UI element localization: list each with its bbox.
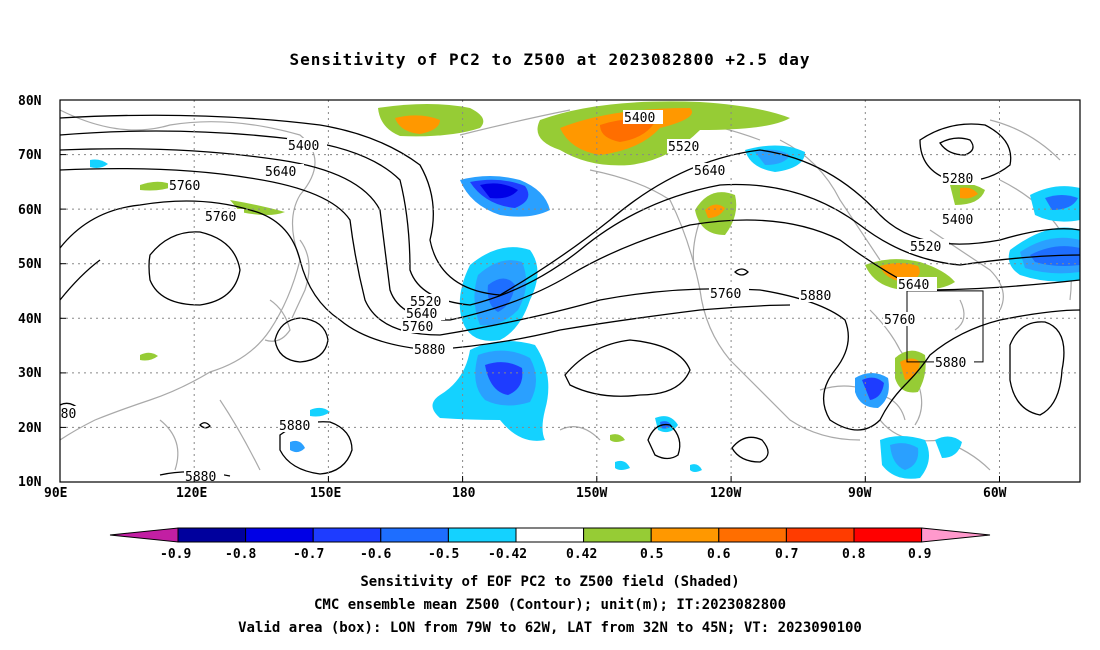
contour-label: 5880 [935,356,966,371]
caption-valid-area: Valid area (box): LON from 79W to 62W, L… [238,620,862,636]
colorbar-bin [583,527,652,543]
longitude-labels: 90E 120E 150E 180 150W 120W 90W 60W [44,486,1007,501]
map-title: Sensitivity of PC2 to Z500 at 2023082800… [289,50,811,69]
contour-label: 5760 [205,210,236,225]
lat-label: 40N [18,312,42,327]
colorbar-bin [785,527,855,543]
colorbar-label: -0.9 [160,547,191,562]
lat-label: 10N [18,475,42,490]
colorbar-bin [718,527,787,543]
contour-label: 5760 [710,287,741,302]
lon-label: 60W [983,486,1007,501]
colorbar-bin [515,527,585,543]
contour-label: 5520 [910,240,941,255]
colorbar-label: 0.9 [908,547,931,562]
colorbar-label: 0.5 [640,547,663,562]
colorbar-max-arrow [921,527,991,543]
contour-label: 5880 [414,343,445,358]
sensitivity-shading [90,101,1080,479]
contour-label: 5760 [884,313,915,328]
lon-label: 90W [848,486,872,501]
colorbar-bin [447,527,517,543]
colorbar-bin [177,527,247,543]
colorbar-label: -0.5 [428,547,459,562]
colorbar-label: 0.6 [707,547,731,562]
colorbar-bin [380,527,449,543]
contour-label: 5640 [265,165,296,180]
colorbar-labels: -0.9 -0.8 -0.7 -0.6 -0.5 -0.42 0.42 0.5 … [160,547,931,562]
lon-label: 90E [44,486,67,501]
lon-label: 180 [452,486,476,501]
contour-labels: 5400 5640 5760 5760 5520 5640 5760 5880 … [45,110,981,485]
axis-ticks [60,99,1000,483]
contour-label: 5880 [185,470,216,485]
lon-label: 120W [710,486,741,501]
contour-label: 5760 [169,179,200,194]
contour-label: 5880 [45,407,76,422]
contour-label: 5880 [279,419,310,434]
contour-label: 5400 [624,111,655,126]
contour-label: 5640 [898,278,929,293]
contour-label: 5640 [406,307,437,322]
contour-label: 5280 [942,172,973,187]
colorbar-min-arrow [109,527,179,543]
lon-label: 150E [310,486,341,501]
lat-label: 60N [18,203,42,218]
contour-label: 5880 [800,289,831,304]
colorbar-label: 0.7 [775,547,798,562]
lat-label: 50N [18,257,42,272]
caption-contour: CMC ensemble mean Z500 (Contour); unit(m… [313,597,786,613]
colorbar-label: -0.7 [293,547,324,562]
lat-label: 30N [18,366,42,381]
contour-label: 5520 [668,140,699,155]
colorbar-bin [245,527,314,543]
contour-label: 5760 [402,320,433,335]
lon-label: 150W [576,486,607,501]
colorbar-label: 0.42 [566,547,597,562]
colorbar-bin [853,527,923,543]
colorbar-bin [312,527,382,543]
contour-label: 5400 [288,139,319,154]
colorbar [109,527,991,543]
colorbar-bin [650,527,720,543]
caption-shading: Sensitivity of EOF PC2 to Z500 field (Sh… [360,574,740,590]
lat-lon-grid [60,100,1080,482]
lat-label: 20N [18,421,42,436]
lat-label: 70N [18,148,42,163]
colorbar-label: -0.6 [360,547,391,562]
latitude-labels: 80N 70N 60N 50N 40N 30N 20N 10N [18,94,42,490]
contour-label: 5400 [942,213,973,228]
colorbar-label: 0.8 [842,547,866,562]
contour-label: 5640 [694,164,725,179]
colorbar-label: -0.8 [225,547,256,562]
lat-label: 80N [18,94,42,109]
lon-label: 120E [176,486,207,501]
colorbar-label: -0.42 [488,547,527,562]
